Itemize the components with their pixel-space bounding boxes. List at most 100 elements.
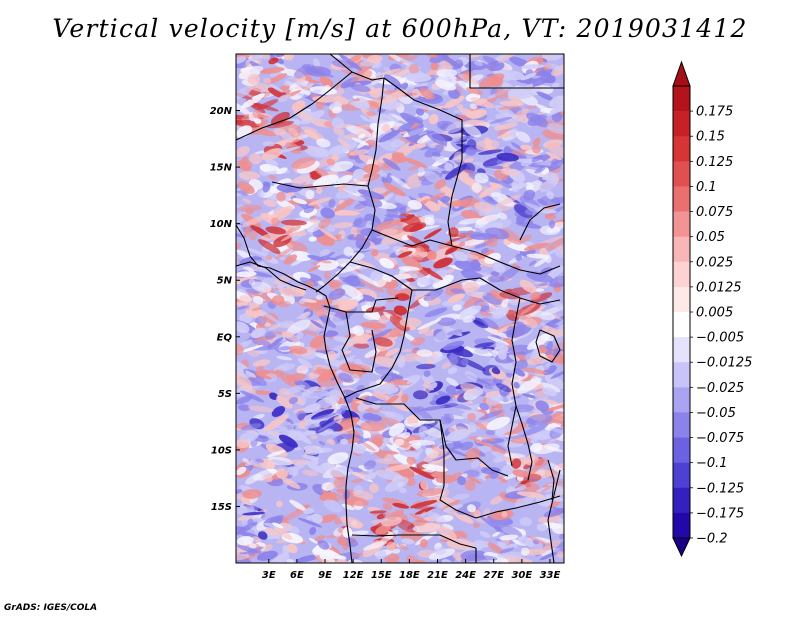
field-cell (459, 241, 466, 246)
field-cell (384, 477, 409, 492)
field-cell (539, 62, 564, 72)
field-cell (423, 288, 444, 302)
field-cell (268, 57, 279, 65)
field-cell (445, 121, 466, 134)
field-cell (444, 164, 467, 180)
field-cell (497, 70, 525, 81)
lat-tick-label: 5S (218, 389, 232, 400)
field-cell (474, 172, 489, 184)
field-cell (262, 141, 275, 147)
field-cell (416, 363, 436, 370)
field-cell (236, 242, 242, 250)
field-cell (326, 350, 337, 361)
field-cell (424, 307, 448, 318)
field-cell (469, 422, 481, 430)
field-cell (437, 317, 456, 327)
field-cell (500, 168, 520, 177)
border-cameroon-gabon (323, 297, 399, 313)
field-cell (450, 288, 466, 295)
field-cell (411, 105, 438, 111)
field-cell (291, 157, 316, 169)
field-cell (236, 56, 247, 64)
field-cell (407, 423, 422, 428)
field-cell (491, 451, 507, 459)
border-libya-egypt (469, 54, 564, 89)
field-cell (464, 253, 483, 261)
lon-tick-label: 9E (318, 570, 332, 581)
lon-tick-label: 24E (455, 570, 476, 581)
field-cell (499, 180, 513, 189)
field-cell (292, 197, 308, 205)
field-cell (339, 54, 363, 71)
field-cell (411, 88, 421, 98)
field-cell (266, 120, 294, 129)
field-cell (236, 271, 257, 278)
field-cell (276, 167, 288, 175)
border-drc-angola (355, 397, 509, 477)
field-cell (501, 511, 508, 518)
field-cell (341, 539, 349, 551)
field-cell (524, 217, 534, 225)
field-cell (263, 199, 277, 207)
lat-tick-label: 20N (210, 106, 233, 117)
field-cell (538, 515, 562, 524)
field-cell (544, 403, 564, 412)
field-cell (384, 214, 408, 219)
field-cell (263, 77, 272, 84)
field-cell (286, 319, 311, 335)
field-cell (522, 423, 549, 436)
field-cell (482, 55, 501, 66)
field-cell (524, 318, 538, 329)
field-cell (252, 295, 264, 305)
field-cell (375, 469, 403, 481)
field-cell (369, 510, 387, 514)
field-cell (467, 504, 476, 513)
field-cell (418, 325, 430, 335)
field-cell (489, 116, 513, 124)
field-cell (447, 293, 465, 304)
field-cell (409, 224, 424, 232)
border-ethiopia (519, 203, 561, 241)
field-cell (463, 281, 480, 293)
colorbar-swatch (673, 412, 690, 438)
field-cell (411, 254, 424, 261)
field-cell (546, 190, 555, 200)
field-cell (275, 553, 290, 563)
field-cell (515, 253, 523, 261)
field-cell (312, 412, 338, 421)
field-cell (262, 182, 271, 193)
field-cell (497, 212, 508, 220)
field-cell (392, 548, 401, 554)
field-cell (443, 95, 465, 109)
field-cell (460, 532, 468, 539)
colorbar[interactable]: 0.175 0.15 0.125 0.1 0.075 0.05 0.025 0.0125 0.0… (672, 60, 752, 558)
field-cell (302, 469, 319, 477)
field-cell (348, 155, 360, 160)
field-cell (308, 236, 317, 242)
field-cell (248, 230, 258, 241)
field-cell (335, 559, 348, 563)
field-cell (544, 374, 564, 390)
field-cell (523, 189, 536, 201)
field-cell (513, 484, 527, 491)
field-cell (442, 523, 454, 530)
colorbar-swatch (673, 362, 690, 388)
field-cell (278, 434, 298, 448)
field-cell (380, 530, 399, 544)
field-cell (369, 483, 379, 494)
field-cell (547, 105, 564, 116)
field-cell (408, 406, 433, 422)
field-cell (543, 139, 563, 149)
field-cell (283, 54, 295, 61)
colorbar-label: −0.2 (696, 532, 728, 547)
field-cell (533, 458, 548, 469)
field-cell (517, 536, 534, 547)
field-cell (383, 74, 401, 86)
border-congo-drc (343, 289, 413, 399)
field-cell (318, 514, 338, 523)
field-cell (315, 147, 330, 156)
field-cell (323, 499, 343, 513)
field-cell (444, 163, 454, 172)
field-cell (337, 138, 351, 148)
field-cell (255, 373, 272, 380)
